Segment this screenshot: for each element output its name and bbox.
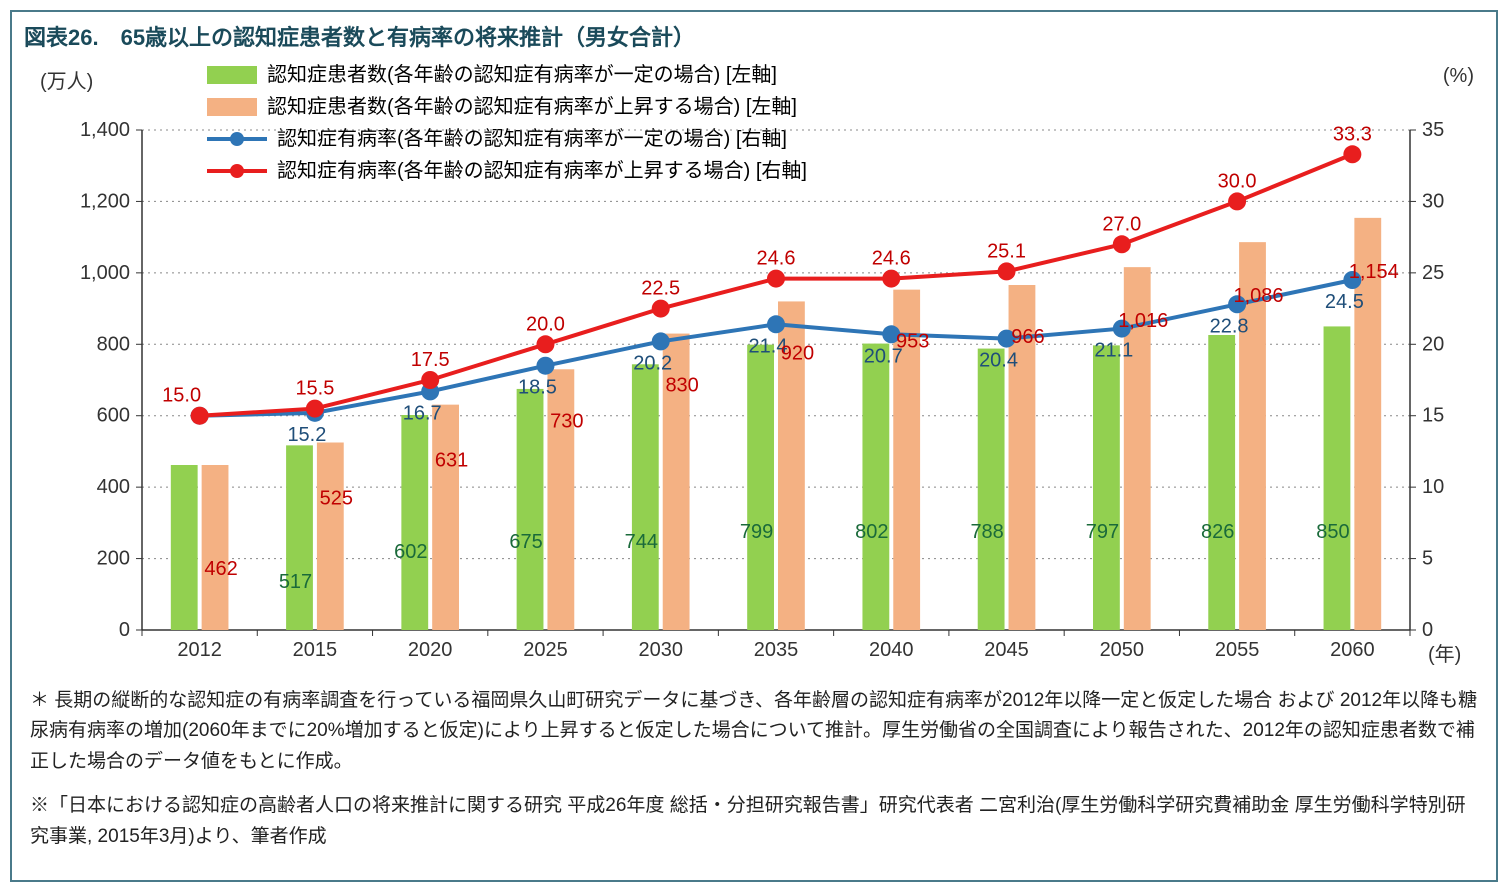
plot-area: (万人) (%) 認知症患者数(各年齢の認知症有病率が一定の場合) [左軸] 認… (12, 60, 1496, 680)
svg-text:2030: 2030 (638, 639, 683, 661)
svg-text:10: 10 (1422, 476, 1444, 498)
svg-text:799: 799 (740, 521, 773, 543)
svg-text:600: 600 (97, 405, 130, 427)
svg-text:20: 20 (1422, 333, 1444, 355)
chart-container: 図表26. 65歳以上の認知症患者数と有病率の将来推計（男女合計） (万人) (… (10, 10, 1498, 882)
svg-text:2015: 2015 (293, 639, 338, 661)
svg-text:0: 0 (119, 619, 130, 641)
svg-text:2045: 2045 (984, 639, 1029, 661)
svg-text:2020: 2020 (408, 639, 453, 661)
svg-text:920: 920 (781, 342, 814, 364)
svg-text:30: 30 (1422, 190, 1444, 212)
svg-text:517: 517 (279, 571, 312, 593)
svg-text:1,200: 1,200 (80, 190, 130, 212)
svg-text:2040: 2040 (869, 639, 914, 661)
svg-text:33.3: 33.3 (1333, 123, 1372, 145)
svg-text:2060: 2060 (1330, 639, 1375, 661)
svg-text:462: 462 (204, 558, 237, 580)
svg-text:15.0: 15.0 (162, 385, 201, 407)
footnote-2: ※「日本における認知症の高齢者人口の将来推計に関する研究 平成26年度 総括・分… (30, 791, 1478, 852)
svg-text:602: 602 (394, 541, 427, 563)
svg-text:1,154: 1,154 (1349, 261, 1399, 283)
svg-text:24.6: 24.6 (757, 248, 796, 270)
svg-text:24.6: 24.6 (872, 248, 911, 270)
x-axis-unit: (年) (1428, 638, 1461, 667)
svg-text:953: 953 (896, 331, 929, 353)
svg-text:2012: 2012 (177, 639, 222, 661)
svg-text:15.2: 15.2 (287, 424, 326, 446)
svg-text:200: 200 (97, 548, 130, 570)
svg-text:802: 802 (855, 521, 888, 543)
svg-text:1,000: 1,000 (80, 262, 130, 284)
svg-text:797: 797 (1086, 521, 1119, 543)
svg-text:17.5: 17.5 (411, 349, 450, 371)
svg-text:1,400: 1,400 (80, 119, 130, 141)
svg-text:16.7: 16.7 (403, 402, 442, 424)
svg-text:27.0: 27.0 (1102, 213, 1141, 235)
svg-text:525: 525 (320, 488, 353, 510)
svg-text:2050: 2050 (1100, 639, 1145, 661)
svg-text:1,016: 1,016 (1118, 310, 1168, 332)
svg-text:35: 35 (1422, 119, 1444, 141)
svg-text:830: 830 (665, 375, 698, 397)
svg-text:2035: 2035 (754, 639, 799, 661)
svg-text:400: 400 (97, 476, 130, 498)
svg-text:22.5: 22.5 (641, 278, 680, 300)
svg-text:21.1: 21.1 (1094, 340, 1133, 362)
svg-text:18.5: 18.5 (518, 377, 557, 399)
svg-text:15.5: 15.5 (295, 378, 334, 400)
svg-text:800: 800 (97, 333, 130, 355)
svg-text:966: 966 (1011, 326, 1044, 348)
footnote-1: ＊ 長期の縦断的な認知症の有病率調査を行っている福岡県久山町研究データに基づき、… (30, 686, 1478, 777)
svg-text:20.2: 20.2 (633, 352, 672, 374)
svg-text:15: 15 (1422, 405, 1444, 427)
svg-text:20.0: 20.0 (526, 313, 565, 335)
chart-svg: 02004006008001,0001,2001,400051015202530… (12, 60, 1500, 680)
svg-text:2055: 2055 (1215, 639, 1260, 661)
svg-text:730: 730 (550, 410, 583, 432)
svg-text:24.5: 24.5 (1325, 291, 1364, 313)
svg-text:22.8: 22.8 (1210, 315, 1249, 337)
svg-text:850: 850 (1316, 521, 1349, 543)
svg-text:744: 744 (625, 531, 658, 553)
svg-text:675: 675 (509, 531, 542, 553)
svg-text:5: 5 (1422, 548, 1433, 570)
svg-text:631: 631 (435, 450, 468, 472)
svg-text:25: 25 (1422, 262, 1444, 284)
svg-text:30.0: 30.0 (1218, 170, 1257, 192)
svg-text:788: 788 (970, 521, 1003, 543)
svg-text:20.4: 20.4 (979, 350, 1018, 372)
svg-text:2025: 2025 (523, 639, 568, 661)
svg-text:826: 826 (1201, 521, 1234, 543)
svg-text:25.1: 25.1 (987, 240, 1026, 262)
footnotes: ＊ 長期の縦断的な認知症の有病率調査を行っている福岡県久山町研究データに基づき、… (12, 680, 1496, 880)
svg-text:1,086: 1,086 (1233, 285, 1283, 307)
chart-title: 図表26. 65歳以上の認知症患者数と有病率の将来推計（男女合計） (12, 12, 1496, 60)
